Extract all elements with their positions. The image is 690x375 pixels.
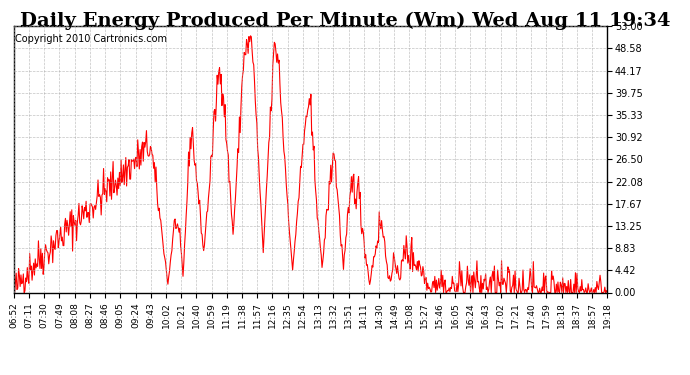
Text: Copyright 2010 Cartronics.com: Copyright 2010 Cartronics.com	[15, 34, 167, 44]
Text: Daily Energy Produced Per Minute (Wm) Wed Aug 11 19:34: Daily Energy Produced Per Minute (Wm) We…	[20, 11, 670, 30]
